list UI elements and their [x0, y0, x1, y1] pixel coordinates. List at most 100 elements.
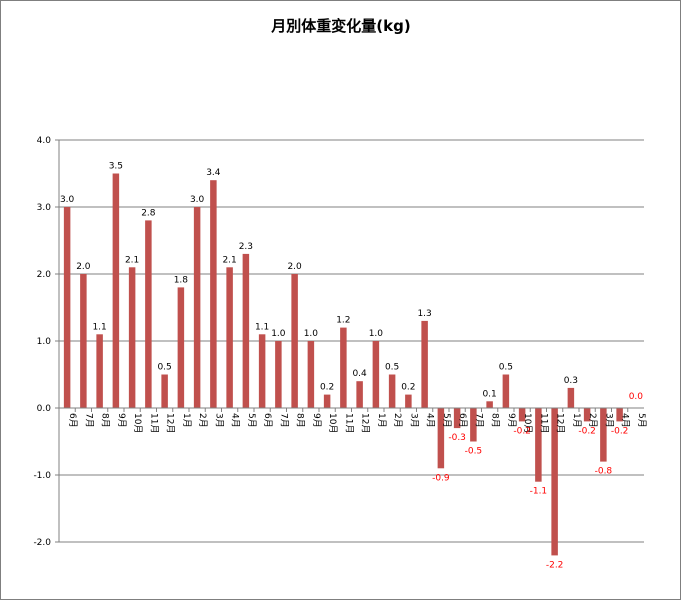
x-tick-label: 10月: [132, 413, 143, 433]
data-label: -0.5: [465, 447, 483, 457]
data-label: 0.3: [564, 376, 578, 386]
data-label: 0.0: [629, 392, 644, 402]
x-tick-label: 12月: [165, 413, 176, 433]
x-tick-label: 1月: [571, 413, 582, 428]
bar: [210, 180, 217, 408]
bar: [437, 408, 445, 469]
x-tick-label: 3月: [213, 413, 224, 428]
data-label: 1.0: [271, 329, 286, 339]
data-label: 1.8: [174, 275, 189, 285]
bar: [486, 401, 493, 408]
bar: [518, 408, 526, 422]
bar: [583, 408, 591, 422]
data-label: 3.0: [190, 195, 205, 205]
data-label: 2.1: [222, 255, 236, 265]
bar: [242, 253, 250, 408]
x-axis-ticks: 6月 7月 8月 9月 10月 11月 12月 1月 2月 3月 4月 5月 6月 7月 8月 9月 10月 11…: [67, 413, 647, 433]
data-label: 1.0: [304, 329, 319, 339]
bar: [323, 394, 331, 408]
bar: [405, 394, 412, 408]
bar: [80, 274, 87, 408]
y-tick-label: 2.0: [37, 270, 52, 280]
bar: [226, 267, 233, 408]
data-label: 0.5: [157, 363, 171, 373]
data-label: -0.2: [611, 426, 629, 436]
x-tick-label: 8月: [100, 413, 111, 428]
bar: [291, 274, 298, 408]
bar: [307, 341, 315, 408]
data-label: 3.0: [60, 195, 75, 205]
bar: [258, 334, 266, 408]
x-tick-label: 5月: [636, 413, 647, 428]
data-label: -1.1: [530, 487, 548, 497]
x-tick-label: 10月: [327, 413, 338, 433]
data-label: 2.0: [287, 262, 302, 272]
bar: [145, 220, 152, 408]
x-tick-label: 1月: [376, 413, 387, 428]
x-tick-label: 3月: [408, 413, 419, 428]
bar: [193, 207, 201, 408]
data-label: 3.5: [109, 162, 123, 172]
x-tick-label: 12月: [360, 413, 371, 433]
x-tick-label: 9月: [116, 413, 127, 428]
bar: [356, 381, 363, 408]
x-tick-label: 2月: [197, 413, 208, 428]
bar: [112, 173, 120, 408]
x-tick-label: 9月: [506, 413, 517, 428]
x-tick-label: 4月: [230, 413, 241, 428]
x-tick-label: 6月: [262, 413, 273, 428]
data-label: 2.8: [141, 208, 156, 218]
x-tick-label: 5月: [246, 413, 257, 428]
bars: [63, 173, 623, 556]
y-tick-label: -2.0: [33, 538, 51, 548]
x-tick-label: 4月: [425, 413, 436, 428]
x-tick-label: 12月: [555, 413, 566, 433]
x-tick-label: 9月: [311, 413, 322, 428]
y-axis-ticks: 4.0 3.0 2.0 1.0 0.0 -1.0 -2.0: [33, 136, 51, 548]
y-tick-label: 1.0: [37, 337, 52, 347]
x-tick-label: 5月: [441, 413, 452, 428]
data-label: 1.1: [92, 322, 106, 332]
data-label: 1.1: [255, 322, 269, 332]
data-label: 0.5: [499, 363, 513, 373]
x-tick-label: 10月: [522, 413, 533, 433]
bar: [63, 207, 71, 408]
x-tick-label: 6月: [67, 413, 78, 428]
data-label: 0.2: [401, 383, 415, 393]
data-label: -0.8: [595, 467, 613, 477]
x-tick-label: 11月: [538, 413, 549, 433]
bar: [600, 408, 607, 462]
x-tick-label: 11月: [148, 413, 159, 433]
x-tick-label: 2月: [392, 413, 403, 428]
bar: [453, 408, 461, 429]
x-tick-label: 7月: [278, 413, 289, 428]
bar: [567, 387, 575, 408]
data-label: -2.2: [546, 560, 564, 570]
chart-title: 月別体重変化量(kg): [270, 17, 410, 35]
x-tick-label: 3月: [603, 413, 614, 428]
x-tick-label: 1月: [181, 413, 192, 428]
x-tick-label: 11月: [343, 413, 354, 433]
data-label: 2.1: [125, 255, 139, 265]
data-label: 1.2: [336, 316, 350, 326]
data-label: -0.2: [513, 426, 531, 436]
x-tick-label: 2月: [587, 413, 598, 428]
data-label: 0.5: [385, 363, 399, 373]
data-label: 1.3: [417, 309, 431, 319]
x-tick-label: 4月: [620, 413, 631, 428]
data-label: 3.4: [206, 168, 221, 178]
data-label: -0.3: [448, 433, 466, 443]
data-label: 0.1: [482, 389, 496, 399]
bar: [388, 374, 396, 408]
data-label: 0.4: [352, 369, 367, 379]
bar: [535, 408, 542, 482]
bar: [340, 327, 347, 408]
bar: [551, 408, 558, 556]
x-tick-label: 6月: [457, 413, 468, 428]
axes: [58, 140, 644, 542]
y-tick-label: 0.0: [37, 404, 52, 414]
y-tick-label: 4.0: [37, 136, 52, 146]
bar: [177, 287, 185, 408]
data-label: 2.3: [239, 242, 253, 252]
